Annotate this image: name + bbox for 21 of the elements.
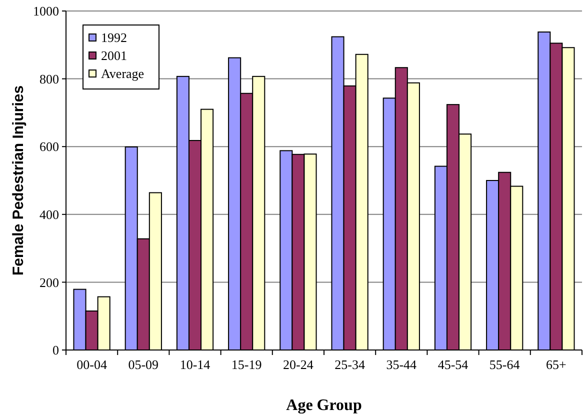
y-tick-label: 600 — [40, 139, 59, 154]
x-tick-label: 65+ — [546, 357, 566, 372]
y-tick-label: 0 — [52, 342, 59, 358]
y-tick-label: 800 — [40, 71, 59, 86]
y-tick-label: 1000 — [33, 4, 59, 19]
y-axis-title: Female Pedestrian Injuries — [10, 85, 27, 276]
x-tick-label: 25-34 — [334, 357, 366, 372]
x-axis-title: Age Group — [286, 397, 362, 414]
y-tick-label: 200 — [40, 274, 59, 290]
y-tick-label: 400 — [40, 206, 59, 222]
x-tick-label: 05-09 — [128, 357, 159, 372]
x-tick-label: 35-44 — [386, 357, 418, 372]
x-tick-label: 20-24 — [283, 357, 314, 372]
legend-label: 1992 — [101, 30, 127, 45]
legend-label: Average — [101, 66, 144, 81]
x-tick-label: 00-04 — [76, 357, 108, 372]
legend-label: 2001 — [101, 48, 127, 63]
x-tick-label: 55-64 — [489, 357, 520, 372]
x-tick-label: 45-54 — [438, 357, 469, 372]
x-tick-label: 15-19 — [231, 357, 262, 372]
x-tick-label: 10-14 — [180, 357, 211, 372]
